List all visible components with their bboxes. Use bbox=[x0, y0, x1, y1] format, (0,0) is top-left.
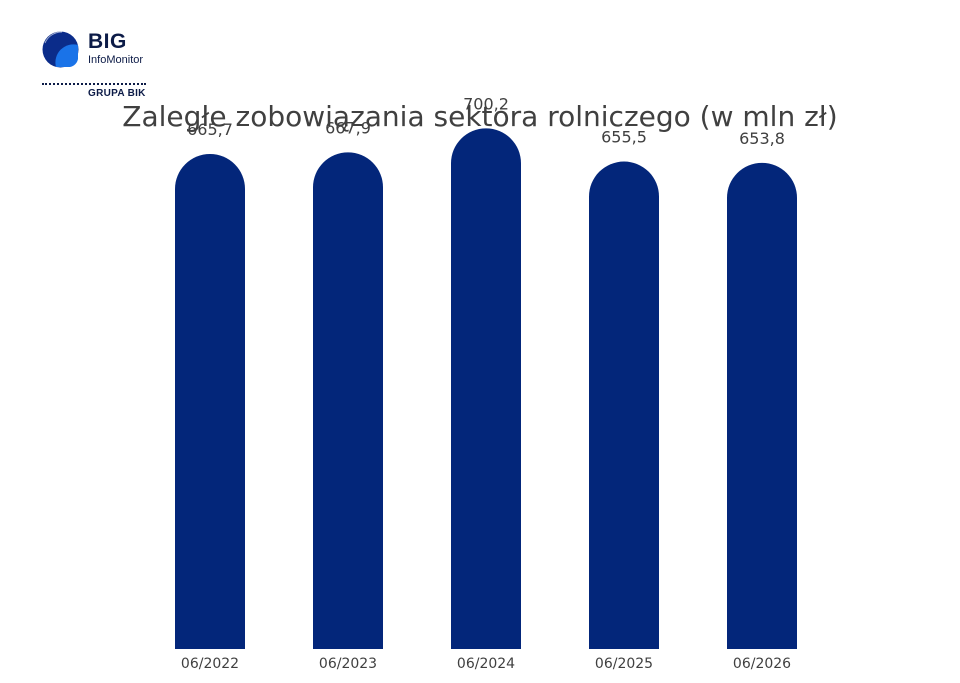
bar-2 bbox=[451, 128, 521, 650]
x-tick-label-1: 06/2023 bbox=[319, 656, 377, 672]
bar-3 bbox=[589, 161, 659, 649]
logo-circle-icon bbox=[42, 31, 79, 68]
logo-divider bbox=[42, 83, 146, 85]
data-label-3: 655,5 bbox=[601, 128, 647, 147]
data-label-4: 653,8 bbox=[739, 129, 785, 148]
logo-group-text: GRUPA BIK bbox=[88, 88, 146, 99]
logo-brand-text: BIG bbox=[88, 30, 127, 53]
data-label-0: 665,7 bbox=[187, 120, 233, 139]
chart-title: Zaległe zobowiązania sektora rolniczego … bbox=[122, 100, 838, 133]
x-tick-label-2: 06/2024 bbox=[457, 656, 515, 672]
data-label-1: 667,9 bbox=[325, 118, 371, 137]
bar-4 bbox=[727, 162, 797, 649]
x-tick-label-0: 06/2022 bbox=[181, 656, 239, 672]
bar-1 bbox=[313, 152, 383, 649]
x-tick-label-4: 06/2026 bbox=[733, 656, 791, 672]
data-label-2: 700,2 bbox=[463, 94, 509, 113]
bar-0 bbox=[175, 153, 245, 649]
logo-sub-text: InfoMonitor bbox=[88, 54, 144, 66]
big-infomonitor-logo: BIG InfoMonitor GRUPA BIK bbox=[42, 30, 150, 102]
x-tick-label-3: 06/2025 bbox=[595, 656, 653, 672]
